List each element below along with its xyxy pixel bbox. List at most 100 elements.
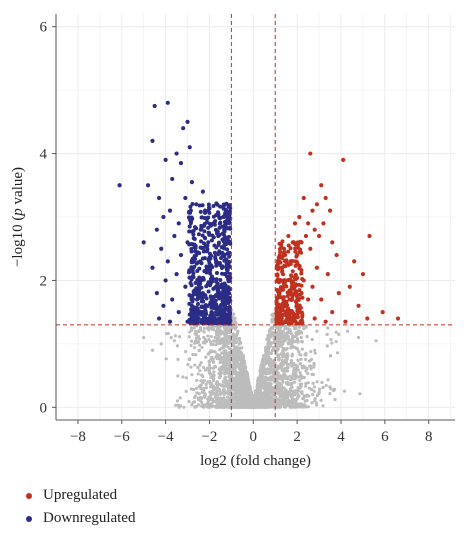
downregulated-point bbox=[161, 214, 166, 220]
nonsignificant-point bbox=[244, 386, 248, 390]
nonsignificant-point bbox=[308, 364, 313, 368]
downregulated-point bbox=[205, 319, 210, 324]
nonsignificant-point bbox=[291, 405, 295, 409]
downregulated-point bbox=[225, 247, 230, 252]
nonsignificant-point bbox=[260, 396, 264, 401]
nonsignificant-point bbox=[286, 334, 290, 339]
nonsignificant-point bbox=[332, 387, 337, 391]
downregulated-point bbox=[145, 183, 151, 188]
nonsignificant-point bbox=[195, 391, 199, 395]
nonsignificant-point bbox=[337, 332, 341, 336]
nonsignificant-point bbox=[233, 316, 237, 320]
upregulated-point bbox=[327, 208, 333, 213]
nonsignificant-point bbox=[211, 397, 215, 401]
nonsignificant-point bbox=[228, 361, 232, 365]
nonsignificant-point bbox=[274, 325, 278, 329]
nonsignificant-point bbox=[224, 355, 229, 359]
nonsignificant-point bbox=[273, 361, 277, 365]
nonsignificant-point bbox=[227, 371, 231, 376]
nonsignificant-point bbox=[236, 372, 240, 377]
nonsignificant-point bbox=[225, 368, 229, 372]
nonsignificant-point bbox=[204, 382, 208, 386]
nonsignificant-point bbox=[303, 403, 307, 407]
nonsignificant-point bbox=[182, 405, 186, 409]
nonsignificant-point bbox=[209, 342, 214, 346]
upregulated-point bbox=[296, 310, 301, 315]
nonsignificant-point bbox=[291, 335, 295, 339]
downregulated-point bbox=[201, 309, 206, 314]
nonsignificant-point bbox=[218, 360, 222, 365]
nonsignificant-point bbox=[309, 349, 313, 354]
nonsignificant-point bbox=[207, 363, 212, 367]
nonsignificant-point bbox=[274, 395, 278, 400]
nonsignificant-point bbox=[264, 395, 268, 399]
downregulated-point bbox=[201, 249, 206, 254]
downregulated-point bbox=[209, 238, 214, 243]
downregulated-point bbox=[193, 249, 198, 254]
downregulated-point bbox=[197, 309, 202, 314]
nonsignificant-point bbox=[285, 365, 290, 370]
nonsignificant-point bbox=[302, 327, 306, 331]
nonsignificant-point bbox=[281, 394, 285, 398]
nonsignificant-point bbox=[303, 399, 307, 403]
nonsignificant-point bbox=[302, 365, 306, 370]
nonsignificant-point bbox=[299, 403, 304, 407]
nonsignificant-point bbox=[345, 329, 350, 333]
nonsignificant-point bbox=[335, 351, 340, 355]
nonsignificant-point bbox=[199, 383, 203, 387]
nonsignificant-point bbox=[284, 388, 288, 392]
upregulated-point bbox=[284, 258, 289, 263]
nonsignificant-point bbox=[270, 313, 274, 317]
downregulated-point bbox=[208, 283, 213, 288]
nonsignificant-point bbox=[197, 348, 201, 353]
downregulated-point bbox=[207, 230, 212, 235]
downregulated-point bbox=[176, 221, 181, 226]
nonsignificant-point bbox=[312, 363, 316, 367]
nonsignificant-point bbox=[261, 382, 266, 386]
nonsignificant-point bbox=[222, 405, 226, 409]
nonsignificant-point bbox=[315, 329, 319, 333]
nonsignificant-point bbox=[231, 369, 235, 373]
downregulated-point bbox=[213, 303, 218, 308]
downregulated-point bbox=[187, 229, 192, 234]
downregulated-point bbox=[193, 292, 198, 297]
nonsignificant-point bbox=[150, 348, 155, 352]
nonsignificant-point bbox=[193, 395, 197, 400]
downregulated-point bbox=[221, 206, 226, 211]
upregulated-point bbox=[297, 249, 302, 254]
downregulated-point bbox=[188, 204, 193, 209]
nonsignificant-point bbox=[202, 326, 206, 331]
nonsignificant-point bbox=[211, 349, 216, 354]
upregulated-point bbox=[312, 227, 317, 232]
nonsignificant-point bbox=[328, 385, 332, 389]
nonsignificant-point bbox=[271, 375, 275, 379]
nonsignificant-point bbox=[268, 335, 272, 339]
nonsignificant-point bbox=[194, 386, 199, 390]
downregulated-point bbox=[202, 229, 207, 234]
upregulated-point bbox=[289, 298, 294, 303]
nonsignificant-point bbox=[212, 392, 216, 396]
nonsignificant-point bbox=[292, 362, 296, 366]
nonsignificant-point bbox=[309, 367, 313, 371]
nonsignificant-point bbox=[298, 378, 302, 382]
nonsignificant-point bbox=[281, 386, 285, 390]
downregulated-point bbox=[203, 236, 208, 241]
downregulated-point bbox=[152, 103, 157, 109]
nonsignificant-point bbox=[264, 370, 268, 374]
downregulated-point bbox=[211, 214, 216, 219]
nonsignificant-point bbox=[305, 334, 309, 339]
downregulated-point bbox=[216, 305, 221, 310]
nonsignificant-point bbox=[228, 397, 232, 401]
nonsignificant-point bbox=[215, 326, 219, 331]
nonsignificant-point bbox=[239, 384, 244, 388]
nonsignificant-point bbox=[296, 405, 300, 409]
nonsignificant-point bbox=[190, 373, 194, 377]
nonsignificant-point bbox=[285, 369, 290, 373]
nonsignificant-point bbox=[280, 333, 284, 337]
downregulated-point bbox=[200, 299, 205, 304]
nonsignificant-point bbox=[211, 400, 215, 404]
downregulated-point bbox=[200, 291, 205, 296]
nonsignificant-point bbox=[220, 383, 224, 388]
nonsignificant-point bbox=[221, 367, 225, 371]
nonsignificant-point bbox=[164, 357, 168, 361]
